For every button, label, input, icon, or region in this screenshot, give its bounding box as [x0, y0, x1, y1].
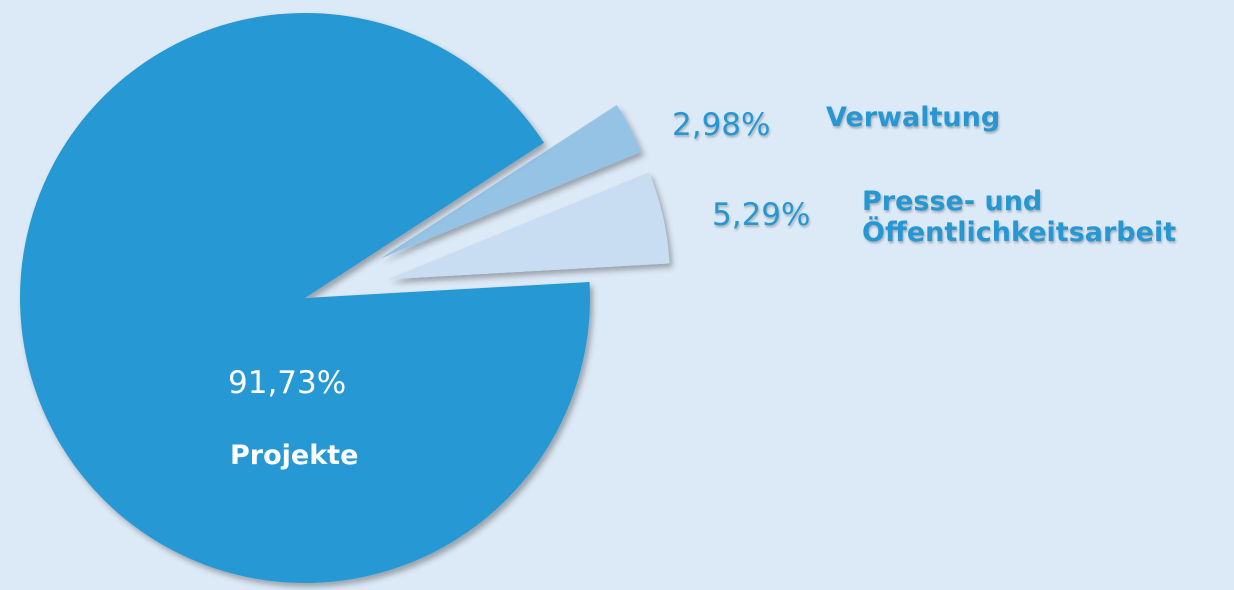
category-label: Verwaltung — [826, 102, 1001, 133]
value-label: 5,29% — [712, 197, 811, 233]
pie-slice — [19, 12, 590, 584]
value-label: 2,98% — [672, 107, 771, 143]
category-label: Presse- und Öffentlichkeitsarbeit — [862, 186, 1177, 249]
pie-slice — [387, 172, 670, 280]
pie-slice — [380, 104, 642, 259]
value-label: 91,73% — [228, 365, 347, 401]
category-label: Projekte — [230, 440, 359, 471]
